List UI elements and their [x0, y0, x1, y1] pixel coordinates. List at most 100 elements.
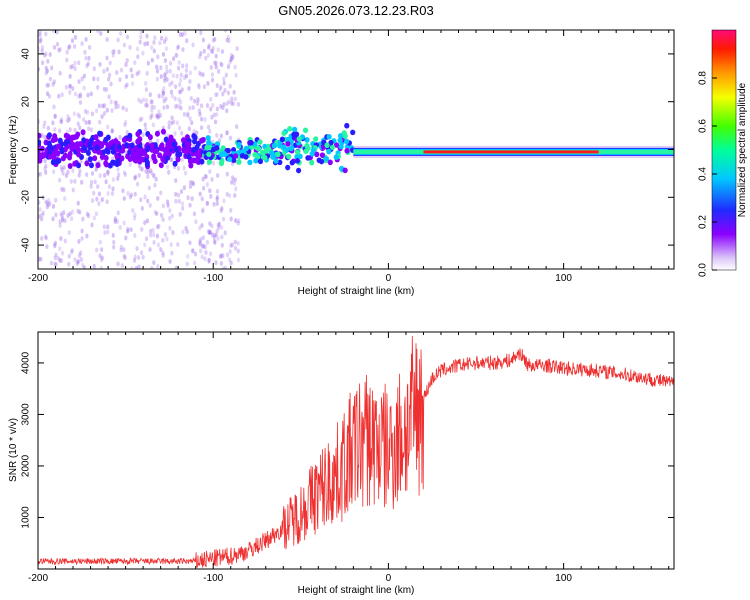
spectrogram-noise-dot	[58, 223, 62, 228]
spectrogram-noise-dot	[188, 70, 192, 76]
spectrogram-noise-dot	[201, 72, 205, 78]
spectrogram-noise-dot	[220, 49, 225, 54]
spectrogram-noise-dot	[215, 133, 219, 138]
spectrogram-noise-dot	[228, 59, 232, 65]
spectrogram-noise-dot	[179, 72, 183, 78]
spectrogram-transition-blob	[273, 158, 279, 164]
spectrogram-noise-dot	[229, 56, 233, 62]
spectrogram-noise-dot	[103, 173, 107, 178]
spectrogram-noise-dot	[106, 169, 110, 175]
spectrogram-transition-blob	[269, 150, 275, 156]
spectrogram-noise-dot	[45, 204, 49, 210]
spectrogram-noise-dot	[146, 174, 150, 179]
spectrogram-noise-dot	[198, 239, 202, 245]
spectrogram-noise-dot	[179, 105, 183, 111]
spectrogram-transition-blob	[205, 135, 211, 141]
spectrogram-noise-dot	[71, 86, 75, 91]
spectrogram-noise-dot	[130, 73, 134, 79]
spectrogram-transition-blob	[343, 138, 350, 145]
spectrogram-noise-dot	[230, 242, 234, 248]
spectrogram-noise-dot	[221, 266, 226, 269]
spectrogram-noise-dot	[143, 220, 147, 226]
spectrogram-noise-dot	[73, 127, 77, 133]
spectrogram-transition-blob	[218, 160, 225, 167]
spectrogram-transition-blob	[253, 157, 259, 164]
snr-ylabel: SNR (10 * v/v)	[8, 418, 19, 482]
spectrogram-noise-dot	[222, 198, 226, 204]
spectrogram-noise-dot	[181, 229, 185, 235]
spectrogram-noise-dot	[95, 247, 99, 253]
spectrogram-noise-dot	[77, 93, 81, 99]
spectrogram-transition-blob	[323, 156, 330, 162]
spectrogram-noise-dot	[170, 213, 174, 219]
spectrogram-noise-dot	[52, 104, 56, 110]
spectrogram-transition-blob	[305, 155, 311, 161]
spectrogram-noise-dot	[186, 112, 190, 118]
spectrogram-noise-dot	[222, 102, 226, 107]
spectrogram-noise-dot	[78, 92, 83, 98]
spectrogram-noise-dot	[215, 188, 220, 194]
spectrogram-noise-dot	[229, 53, 234, 58]
spectrogram-noise-dot	[105, 169, 110, 175]
spectrogram-carrier-blob	[94, 144, 100, 151]
spectrogram-noise-dot	[60, 167, 64, 172]
spectrogram-noise-dot	[163, 58, 168, 63]
spectrogram-carrier-blob	[95, 162, 101, 169]
spectrogram-noise-dot	[85, 63, 89, 69]
spectrogram-noise-dot	[58, 128, 62, 134]
spectrogram-noise-dot	[218, 253, 223, 259]
spectrogram-noise-dot	[59, 236, 63, 241]
spectrogram-noise-dot	[207, 257, 211, 263]
spectrogram-noise-dot	[119, 244, 123, 250]
spectrogram-transition-blob	[337, 137, 343, 144]
spectrogram-noise-dot	[228, 83, 232, 89]
spectrogram-noise-dot	[113, 219, 117, 224]
spectrogram-noise-dot	[225, 130, 229, 136]
spectrogram-carrier-blob	[121, 136, 127, 143]
chart-title: GN05.2026.073.12.23.R03	[278, 3, 433, 18]
y-tick-label: 4000	[21, 351, 32, 374]
spectrogram-noise-dot	[116, 167, 120, 172]
spectrogram-noise-dot	[149, 115, 153, 120]
spectrogram-noise-dot	[124, 62, 128, 68]
spectrogram-noise-dot	[47, 198, 51, 203]
spectrogram-noise-dot	[111, 177, 115, 183]
spectrogram-noise-dot	[198, 191, 202, 197]
spectrogram-noise-dot	[70, 38, 75, 44]
spectrogram-transition-blob	[232, 153, 239, 159]
spectrogram-noise-dot	[208, 169, 212, 174]
spectrogram-transition-blob	[236, 159, 242, 165]
spectrogram-noise-dot	[155, 76, 159, 82]
spectrogram-carrier-blob	[72, 134, 78, 141]
spectrogram-noise-dot	[132, 215, 137, 221]
spectrogram-noise-dot	[68, 44, 72, 50]
spectrogram-noise-dot	[102, 111, 107, 116]
spectrogram-noise-dot	[184, 67, 189, 73]
spectrogram-noise-dot	[215, 112, 219, 117]
spectrogram-noise-dot	[175, 120, 180, 126]
spectrogram-transition-blob	[227, 156, 233, 163]
spectrogram-xlabel: Height of straight line (km)	[298, 286, 415, 297]
spectrogram-noise-dot	[184, 73, 189, 79]
spectrogram-noise-dot	[38, 171, 43, 177]
spectrogram-noise-dot	[163, 72, 167, 78]
spectrogram-noise-dot	[78, 209, 82, 215]
spectrogram-noise-dot	[90, 198, 95, 204]
spectrogram-noise-dot	[49, 260, 54, 266]
spectrogram-transition-blob	[287, 126, 293, 132]
spectrogram-noise-dot	[206, 124, 211, 130]
spectrogram-noise-dot	[158, 40, 162, 46]
spectrogram-noise-dot	[122, 253, 126, 259]
spectrogram-noise-dot	[38, 214, 42, 219]
spectrogram-noise-dot	[172, 119, 176, 125]
spectrogram-noise-dot	[136, 54, 140, 60]
spectrogram-noise-dot	[139, 197, 143, 203]
spectrogram-noise-dot	[92, 215, 96, 221]
spectrogram-noise-dot	[63, 196, 67, 201]
spectrogram-noise-dot	[40, 212, 44, 218]
spectrogram-noise-dot	[155, 113, 159, 119]
spectrogram-noise-dot	[232, 181, 237, 186]
spectrogram-transition-blob	[259, 149, 265, 156]
spectrogram-noise-dot	[168, 68, 172, 74]
spectrogram-noise-dot	[111, 232, 115, 238]
